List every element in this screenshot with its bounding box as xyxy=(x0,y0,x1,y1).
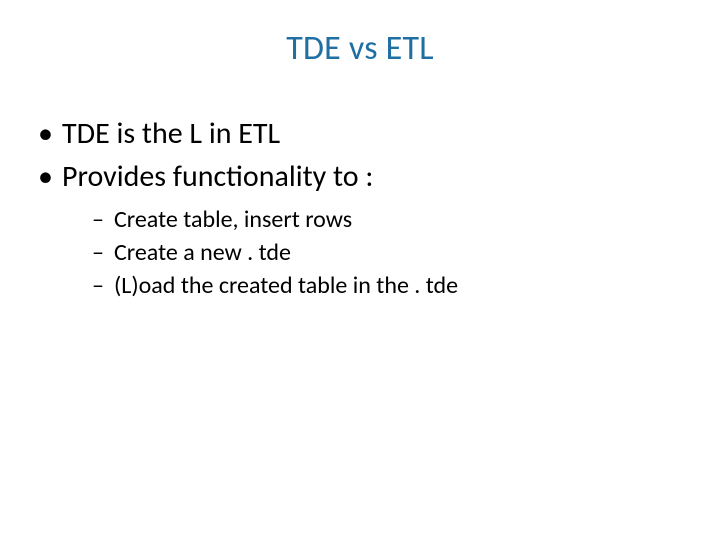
bullet-l2-text: Create a new . tde xyxy=(114,238,291,267)
bullet-l1-text: TDE is the L in ETL xyxy=(62,115,280,152)
bullet-l2-text: (L)oad the created table in the . tde xyxy=(114,271,458,300)
bullet-l1-text: Provides functionality to : xyxy=(62,158,373,195)
bullet-l2-text: Create table, insert rows xyxy=(114,205,352,234)
bullet-l1-item: Provides functionality to : Create table… xyxy=(36,158,684,300)
bullet-l2-item: Create table, insert rows xyxy=(92,205,684,234)
bullet-list-level1: TDE is the L in ETL Provides functionali… xyxy=(36,115,684,300)
slide: TDE vs ETL TDE is the L in ETL Provides … xyxy=(0,0,720,540)
bullet-l2-item: (L)oad the created table in the . tde xyxy=(92,271,684,300)
bullet-l2-item: Create a new . tde xyxy=(92,238,684,267)
slide-title: TDE vs ETL xyxy=(36,28,684,69)
bullet-list-level2: Create table, insert rows Create a new .… xyxy=(92,205,684,300)
bullet-l1-item: TDE is the L in ETL xyxy=(36,115,684,152)
